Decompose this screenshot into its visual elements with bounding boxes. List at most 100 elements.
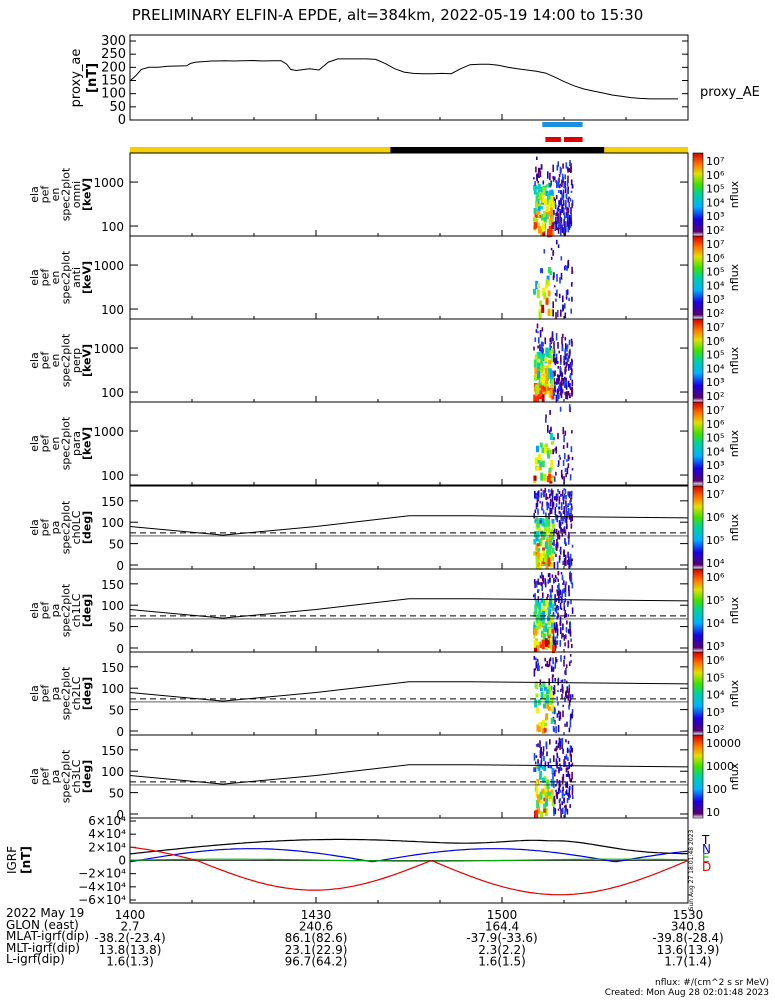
spec-pixel — [556, 374, 559, 378]
spec-pixel — [565, 627, 568, 633]
spec-panel-3-colorbar-tick-0: 10⁷ — [706, 404, 724, 417]
spec-pixel — [535, 201, 538, 208]
spec-pixel — [552, 301, 554, 309]
spec-pixel — [567, 189, 569, 194]
spec-pixel — [539, 300, 543, 307]
spec-pixel — [544, 722, 547, 727]
spec-pixel — [546, 212, 549, 219]
spec-pixel — [563, 476, 565, 484]
spec-pixel — [568, 350, 571, 356]
spec-pixel — [549, 228, 553, 237]
spec-pixel — [548, 210, 552, 216]
spec-pixel — [552, 657, 554, 665]
spec-pixel — [564, 186, 567, 190]
spec-pixel — [565, 211, 568, 217]
spec-pixel — [558, 174, 561, 178]
spec-pixel — [560, 527, 562, 531]
igrf-T-line — [129, 838, 689, 855]
spec-panel-0-colorbar-tick-1: 10⁶ — [706, 169, 725, 182]
spec-pixel — [559, 211, 561, 219]
spec-pixel — [554, 476, 556, 482]
spec-pixel — [534, 593, 536, 601]
spec-pixel — [558, 588, 560, 597]
spec-pixel — [546, 640, 550, 645]
spec-pixel — [563, 588, 565, 594]
spec-pixel — [560, 309, 562, 317]
spec-pixel — [568, 628, 571, 632]
spec-pixel — [543, 633, 547, 640]
spec-pixel — [558, 491, 561, 494]
spec-pixel — [559, 457, 561, 460]
spec-pixel — [544, 638, 548, 647]
spec-pixel — [543, 292, 547, 300]
spec-pixel — [557, 342, 559, 349]
spec-pixel — [570, 778, 572, 783]
spec-pixel — [541, 447, 545, 453]
pa-panel-0-losscone-upper — [129, 515, 689, 536]
spec-pixel — [550, 460, 554, 469]
spec-pixel — [540, 488, 543, 491]
spec-pixel — [569, 778, 571, 782]
spec-pixel — [536, 518, 540, 528]
spec-pixel — [551, 623, 554, 629]
spec-pixel — [554, 748, 556, 752]
spec-pixel — [551, 705, 555, 712]
spec-pixel — [560, 809, 562, 818]
spec-panel-0-colorbar-tick-2: 10⁵ — [706, 183, 724, 196]
spec-pixel — [552, 501, 555, 507]
spec-pixel — [548, 573, 551, 577]
nflux-unit-note: nflux: #/(cm^2 s sr MeV) — [655, 978, 769, 988]
spec-panel-0-spectrogram — [533, 156, 574, 238]
spec-panel-3-label-1: pef — [39, 434, 52, 453]
spec-pixel — [546, 275, 550, 282]
pa-panel-0-label-4: ch0LC — [70, 510, 83, 544]
igrf-legend-E: E — [702, 851, 710, 865]
spec-panel-1-ytick-label-1: 100 — [101, 303, 124, 317]
spec-pixel — [537, 203, 541, 213]
spec-pixel — [555, 497, 558, 502]
spec-pixel — [550, 477, 554, 482]
spec-pixel — [571, 266, 573, 274]
spec-pixel — [560, 197, 562, 206]
pa-panel-0-ytick-label-3: 0 — [116, 559, 124, 573]
spec-pixel — [567, 454, 570, 460]
spec-pixel — [541, 394, 545, 403]
spec-pixel — [549, 546, 553, 555]
spec-pixel — [556, 658, 558, 663]
spec-pixel — [540, 598, 544, 604]
spec-panel-0-ytick-label-1: 100 — [101, 220, 124, 234]
footer-value-0-3: 1530 — [673, 908, 704, 922]
spec-pixel — [566, 265, 568, 271]
spec-pixel — [571, 379, 574, 387]
spec-pixel — [564, 265, 567, 270]
spec-pixel — [564, 642, 566, 647]
spec-pixel — [538, 463, 542, 471]
spec-pixel — [564, 808, 567, 812]
spec-pixel — [551, 200, 555, 209]
spec-pixel — [566, 357, 568, 366]
spec-pixel — [555, 493, 558, 498]
igrf-ytick-label-6: −6×10⁴ — [78, 893, 126, 907]
spec-pixel — [564, 376, 566, 380]
spec-pixel — [570, 361, 573, 370]
spec-pixel — [565, 194, 568, 200]
footer-label-mlt: MLT-igrf(dip) — [6, 940, 80, 955]
spec-pixel — [555, 758, 558, 766]
spec-pixel — [533, 288, 536, 295]
spec-pixel — [557, 578, 559, 582]
spec-pixel — [551, 354, 554, 361]
spec-pixel — [561, 346, 564, 352]
spec-pixel — [559, 522, 562, 527]
spec-pixel — [556, 360, 559, 364]
spec-pixel — [546, 694, 550, 704]
spec-pixel — [570, 213, 572, 221]
spec-pixel — [541, 304, 545, 313]
spec-pixel — [570, 745, 573, 752]
spec-pixel — [568, 531, 570, 539]
spec-pixel — [560, 502, 563, 511]
spec-pixel — [567, 740, 570, 745]
spec-pixel — [548, 658, 551, 667]
spec-pixel — [555, 446, 557, 454]
spec-pixel — [565, 385, 568, 390]
spec-pixel — [560, 371, 563, 377]
